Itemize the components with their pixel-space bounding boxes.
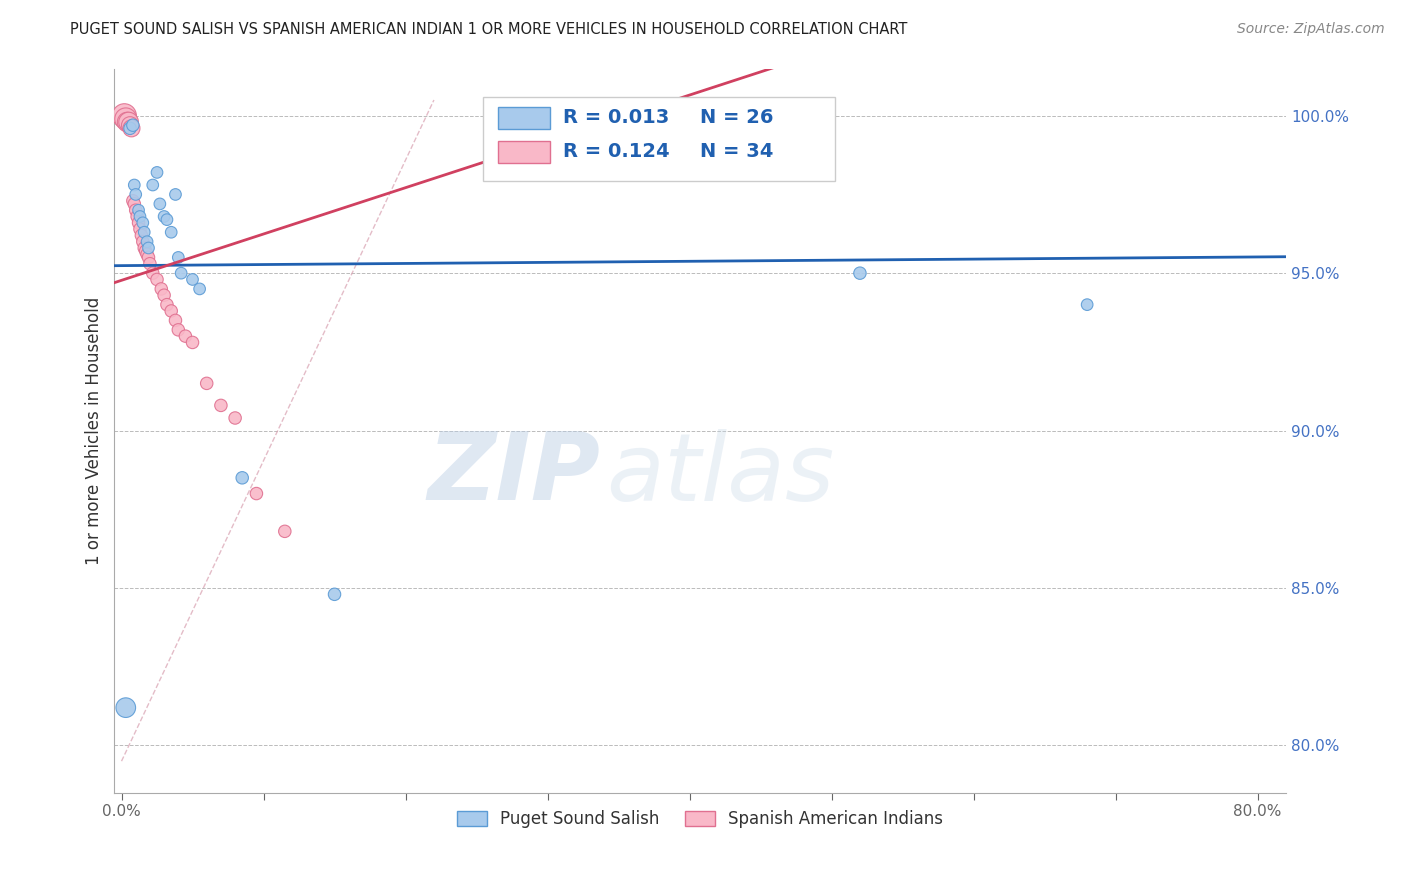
Point — [245, 486, 267, 500]
Point — [138, 241, 160, 255]
Point — [125, 187, 148, 202]
Point — [156, 212, 179, 227]
Point — [129, 210, 152, 224]
Point — [156, 298, 179, 312]
Point — [142, 178, 165, 192]
Text: N = 26: N = 26 — [700, 108, 773, 128]
Text: atlas: atlas — [606, 428, 835, 519]
Point — [160, 225, 183, 239]
Point — [165, 187, 187, 202]
Text: ZIP: ZIP — [427, 428, 600, 520]
Point — [128, 216, 150, 230]
FancyBboxPatch shape — [498, 107, 550, 128]
Point — [138, 251, 160, 265]
Point — [167, 251, 190, 265]
Point — [174, 329, 197, 343]
Text: N = 34: N = 34 — [700, 143, 773, 161]
Point — [165, 313, 187, 327]
Point — [181, 272, 204, 286]
Legend: Puget Sound Salish, Spanish American Indians: Puget Sound Salish, Spanish American Ind… — [450, 804, 950, 835]
Point — [124, 197, 146, 211]
Point — [142, 266, 165, 280]
FancyBboxPatch shape — [484, 97, 835, 181]
Text: R = 0.124: R = 0.124 — [564, 143, 669, 161]
Point — [139, 257, 162, 271]
Point — [112, 109, 135, 123]
Point — [195, 376, 218, 391]
Point — [146, 272, 169, 286]
Point — [153, 288, 176, 302]
Point — [136, 247, 159, 261]
Point — [181, 335, 204, 350]
Point — [118, 118, 141, 132]
Point — [128, 203, 150, 218]
Point — [231, 471, 253, 485]
Point — [167, 323, 190, 337]
Point — [153, 210, 176, 224]
Text: PUGET SOUND SALISH VS SPANISH AMERICAN INDIAN 1 OR MORE VEHICLES IN HOUSEHOLD CO: PUGET SOUND SALISH VS SPANISH AMERICAN I… — [70, 22, 908, 37]
Text: Source: ZipAtlas.com: Source: ZipAtlas.com — [1237, 22, 1385, 37]
Point — [132, 216, 155, 230]
Point — [224, 411, 246, 425]
Point — [135, 244, 157, 259]
FancyBboxPatch shape — [498, 141, 550, 162]
Point — [118, 121, 141, 136]
Point — [124, 178, 146, 192]
Point — [136, 235, 159, 249]
Point — [1076, 298, 1098, 312]
Point — [122, 118, 145, 132]
Point — [122, 194, 145, 208]
Point — [849, 266, 872, 280]
Point — [209, 398, 232, 412]
Point — [115, 115, 138, 129]
Point — [120, 121, 142, 136]
Point — [132, 235, 155, 249]
Point — [160, 304, 183, 318]
Point — [114, 700, 136, 714]
Point — [127, 210, 149, 224]
Point — [117, 115, 139, 129]
Point — [274, 524, 297, 539]
Point — [134, 241, 156, 255]
Point — [188, 282, 211, 296]
Point — [114, 112, 136, 126]
Point — [131, 228, 153, 243]
Point — [125, 203, 148, 218]
Point — [129, 222, 152, 236]
Y-axis label: 1 or more Vehicles in Household: 1 or more Vehicles in Household — [86, 296, 103, 565]
Point — [149, 197, 172, 211]
Point — [146, 165, 169, 179]
Point — [150, 282, 173, 296]
Point — [170, 266, 193, 280]
Point — [323, 587, 346, 601]
Text: R = 0.013: R = 0.013 — [564, 108, 669, 128]
Point — [134, 225, 156, 239]
